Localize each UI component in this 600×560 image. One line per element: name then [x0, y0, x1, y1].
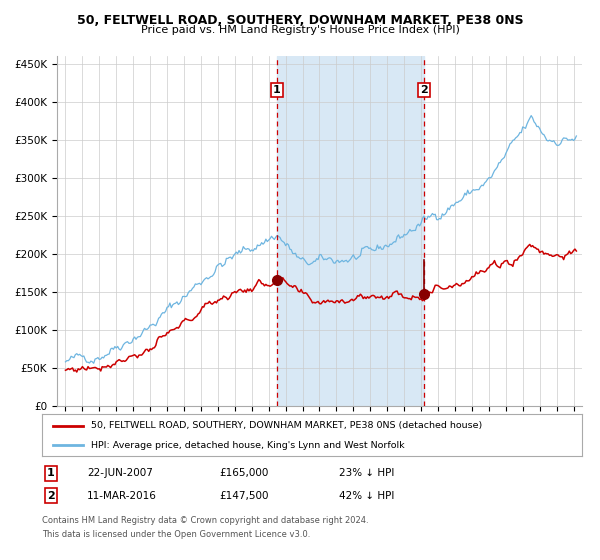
Text: 50, FELTWELL ROAD, SOUTHERY, DOWNHAM MARKET, PE38 0NS (detached house): 50, FELTWELL ROAD, SOUTHERY, DOWNHAM MAR…	[91, 421, 482, 430]
Text: 2: 2	[47, 491, 55, 501]
Text: This data is licensed under the Open Government Licence v3.0.: This data is licensed under the Open Gov…	[42, 530, 310, 539]
Text: 1: 1	[273, 85, 281, 95]
Text: HPI: Average price, detached house, King's Lynn and West Norfolk: HPI: Average price, detached house, King…	[91, 441, 404, 450]
Text: 11-MAR-2016: 11-MAR-2016	[87, 491, 157, 501]
Text: 23% ↓ HPI: 23% ↓ HPI	[339, 468, 394, 478]
Text: Price paid vs. HM Land Registry's House Price Index (HPI): Price paid vs. HM Land Registry's House …	[140, 25, 460, 35]
Bar	[277, 56, 424, 406]
Text: £147,500: £147,500	[219, 491, 269, 501]
Text: 1: 1	[47, 468, 55, 478]
Text: 42% ↓ HPI: 42% ↓ HPI	[339, 491, 394, 501]
Text: £165,000: £165,000	[219, 468, 268, 478]
Text: Contains HM Land Registry data © Crown copyright and database right 2024.: Contains HM Land Registry data © Crown c…	[42, 516, 368, 525]
Text: 50, FELTWELL ROAD, SOUTHERY, DOWNHAM MARKET, PE38 0NS: 50, FELTWELL ROAD, SOUTHERY, DOWNHAM MAR…	[77, 14, 523, 27]
Text: 2: 2	[421, 85, 428, 95]
Text: 22-JUN-2007: 22-JUN-2007	[87, 468, 153, 478]
